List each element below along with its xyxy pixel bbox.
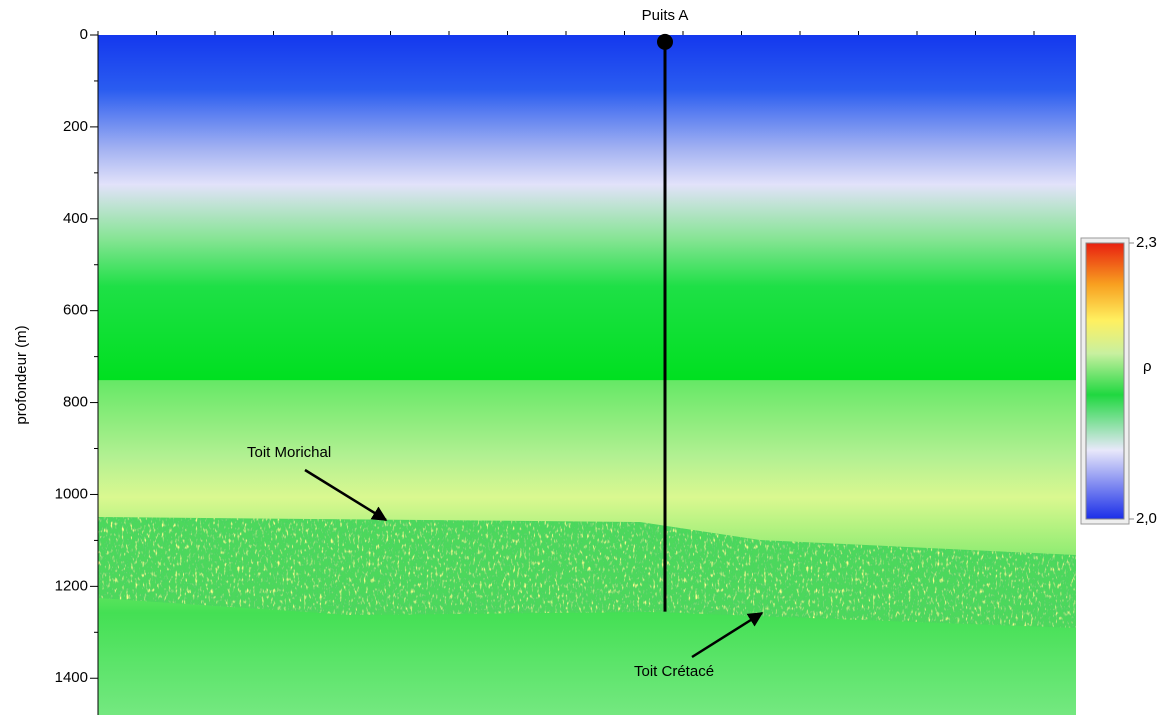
y-tick-label: 200 bbox=[63, 118, 88, 135]
y-tick-label: 1200 bbox=[55, 577, 88, 594]
well-head bbox=[657, 33, 673, 50]
top-ticks bbox=[97, 31, 1035, 35]
y-axis-label: profondeur (m) bbox=[13, 325, 30, 424]
y-tick-label: 400 bbox=[63, 210, 88, 227]
y-tick-label: 600 bbox=[63, 302, 88, 319]
y-tick-label: 800 bbox=[63, 394, 88, 411]
well-label: Puits A bbox=[642, 7, 689, 24]
annotation-arrow bbox=[691, 611, 764, 659]
annotation: Toit Crétacé bbox=[634, 663, 714, 680]
annotation: Toit Morichal bbox=[247, 444, 331, 461]
annotation-arrow bbox=[304, 468, 388, 522]
colorbar-label: ρ bbox=[1143, 358, 1152, 375]
y-tick-label: 1000 bbox=[55, 485, 88, 502]
colorbar-tick-label: 2,0 bbox=[1136, 510, 1157, 527]
colorbar-tick-label: 2,3 bbox=[1136, 234, 1157, 251]
y-tick-label: 0 bbox=[80, 26, 88, 43]
colorbar bbox=[1085, 242, 1125, 520]
y-tick-label: 1400 bbox=[55, 669, 88, 686]
